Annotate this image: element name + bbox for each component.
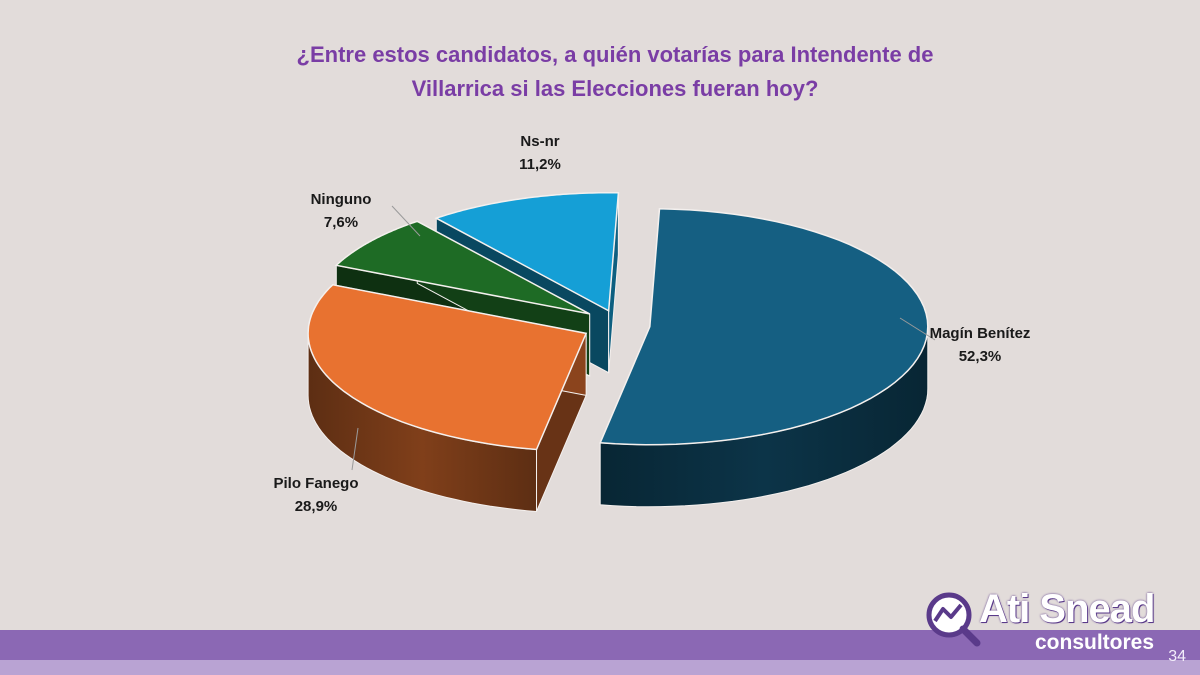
logo: Ati Snead consultores (925, 585, 1165, 655)
data-label-name: Magín Benítez (929, 325, 1031, 342)
logo-subtitle: consultores (1035, 631, 1155, 654)
data-label-magin-benitez: Magín Benítez 52,3% (900, 322, 1060, 368)
slice-top-face (434, 191, 620, 312)
slice-top-face (307, 283, 588, 451)
leader-line-ninguno (391, 205, 421, 237)
page-number: 34 (1168, 648, 1186, 665)
data-label-value: 7,6% (323, 214, 359, 231)
data-label-value: 11,2% (519, 156, 561, 173)
pie-slice-magin-benitez (599, 208, 929, 508)
chart-title: ¿Entre estos candidatos, a quién votaría… (200, 38, 1030, 106)
chart-magnifier-icon (926, 592, 981, 647)
pie-slice-pilo-fanego (307, 283, 588, 513)
footer-band-light (0, 660, 1200, 675)
data-label-ninguno: Ninguno 7,6% (261, 188, 421, 234)
data-label-name: Pilo Fanego (273, 475, 359, 492)
footer-band (0, 630, 1200, 660)
data-label-name: Ns-nr (520, 133, 560, 150)
data-label-ns-nr: Ns-nr 11,2% (460, 130, 620, 176)
chart-title-line-2: Villarrica si las Elecciones fueran hoy? (411, 76, 819, 101)
slice-top-face (334, 220, 590, 315)
leader-line-magin-benitez (899, 317, 936, 341)
slice-top-face (599, 208, 929, 446)
chart-title-line-1: ¿Entre estos candidatos, a quién votaría… (296, 42, 934, 67)
logo-name: Ati Snead (979, 587, 1155, 631)
data-label-value: 28,9% (294, 498, 338, 515)
data-label-name: Ninguno (310, 191, 372, 208)
leader-line-pilo-fanego (351, 427, 359, 471)
data-label-pilo-fanego: Pilo Fanego 28,9% (236, 472, 396, 518)
pie-chart (307, 191, 936, 513)
data-label-value: 52,3% (958, 348, 1002, 365)
